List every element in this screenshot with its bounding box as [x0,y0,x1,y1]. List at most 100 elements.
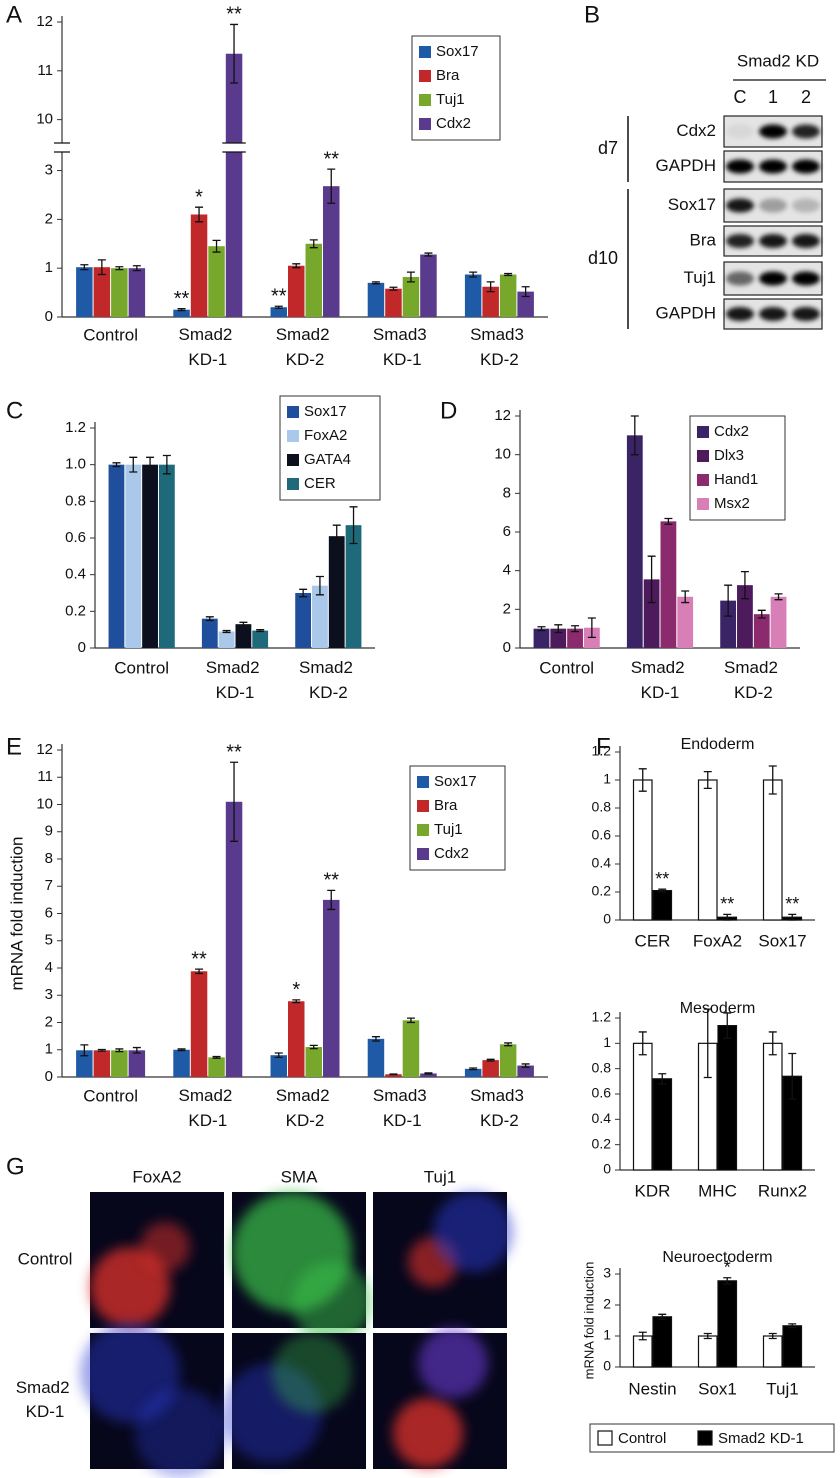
legend-swatch [287,454,299,466]
error-bar [309,1044,318,1050]
blot-band [726,124,754,139]
error-bar [97,259,106,276]
legend-swatch [287,430,299,442]
legend-swatch [287,478,299,490]
y-tick-label: 4 [503,562,511,579]
panel-label: B [584,1,600,28]
bar [295,593,312,648]
bar [235,624,252,648]
panel-label: A [6,1,22,28]
x-tick-label: Smad3 KD-2 [470,325,529,369]
bar [632,779,653,921]
legend-label: FoxA2 [304,427,347,444]
bar [717,1024,738,1171]
error-bar [349,506,358,545]
bar [93,1050,111,1077]
error-bar [768,1031,777,1056]
bar [385,1074,402,1077]
y-tick-label: 2 [45,210,53,227]
bar [142,464,158,648]
y-tick-label: 0 [78,639,86,656]
bar [550,628,567,648]
legend-swatch [287,406,299,418]
legend-label: Dlx3 [714,447,744,464]
axis-break-line [222,142,246,153]
legend-swatch [697,498,709,510]
blot-row-label: GAPDH [656,156,716,175]
legend-label: Tuj1 [436,91,465,108]
legend-label: Cdx2 [436,115,471,132]
error-bar [703,770,712,790]
error-bar [703,1008,712,1079]
bar [632,1042,653,1171]
legend-label: Hand1 [714,471,758,488]
bar [643,579,660,648]
error-bar [222,629,231,634]
error-bar [195,968,204,975]
panel-label: D [440,397,457,424]
error-bar [424,1072,433,1075]
blot-band [792,307,820,321]
error-bar [638,768,647,792]
legend-label: Bra [434,797,458,814]
legend-swatch [597,1430,613,1446]
significance: * [724,1257,731,1277]
bar [697,1335,718,1368]
error-bar [230,23,239,84]
fluorescence [418,1328,488,1398]
error-bar [647,555,656,604]
bar [385,288,402,317]
bar [677,596,694,648]
error-bar [332,524,341,548]
y-tick-label: 0 [603,1358,611,1374]
error-bar [97,1048,106,1052]
legend-swatch [697,450,709,462]
group-label: d7 [598,138,618,158]
error-bar [195,206,204,223]
bar [402,1020,420,1077]
bar [270,307,288,317]
y-tick-label: 0 [603,1161,611,1177]
error-bar [486,281,495,293]
y-tick-label: 10 [36,111,53,128]
y-tick-label: 3 [45,986,53,1003]
axis-break [54,143,70,153]
error-bar [212,1055,221,1059]
y-tick-label: 0.2 [592,883,612,899]
error-bar [274,1052,283,1059]
bar [328,536,345,648]
blot-band [792,159,820,174]
significance: ** [191,948,207,970]
bar [322,186,340,317]
error-bar [638,1331,647,1341]
bar [652,1316,673,1368]
x-tick-label: Tuj1 [766,1379,798,1398]
blot-band [759,159,787,174]
error-bar [389,286,398,291]
bar [464,274,482,317]
blot-band [792,124,820,139]
y-tick-label: 1 [45,1041,53,1058]
bar [420,1073,437,1077]
bar [345,525,362,648]
y-tick-label: 0.8 [592,1059,612,1075]
x-tick-label: Control [83,325,138,344]
error-bar [115,1048,124,1053]
error-bar [486,1058,495,1062]
error-bar [80,264,89,271]
bar [173,1049,190,1077]
bar [782,1325,803,1368]
x-tick-label: Smad2 KD-2 [299,658,358,702]
blot-band [759,307,787,321]
y-axis-label: mRNA fold induction [7,836,26,990]
fluorescence [140,1222,190,1272]
error-bar [112,462,121,468]
blot-band [792,234,820,248]
y-tick-label: 12 [36,13,53,30]
error-bar [212,239,221,253]
bar [225,53,243,317]
error-bar [132,265,141,272]
bar [128,268,146,317]
bar [76,267,93,317]
lane-label: C [734,87,747,107]
